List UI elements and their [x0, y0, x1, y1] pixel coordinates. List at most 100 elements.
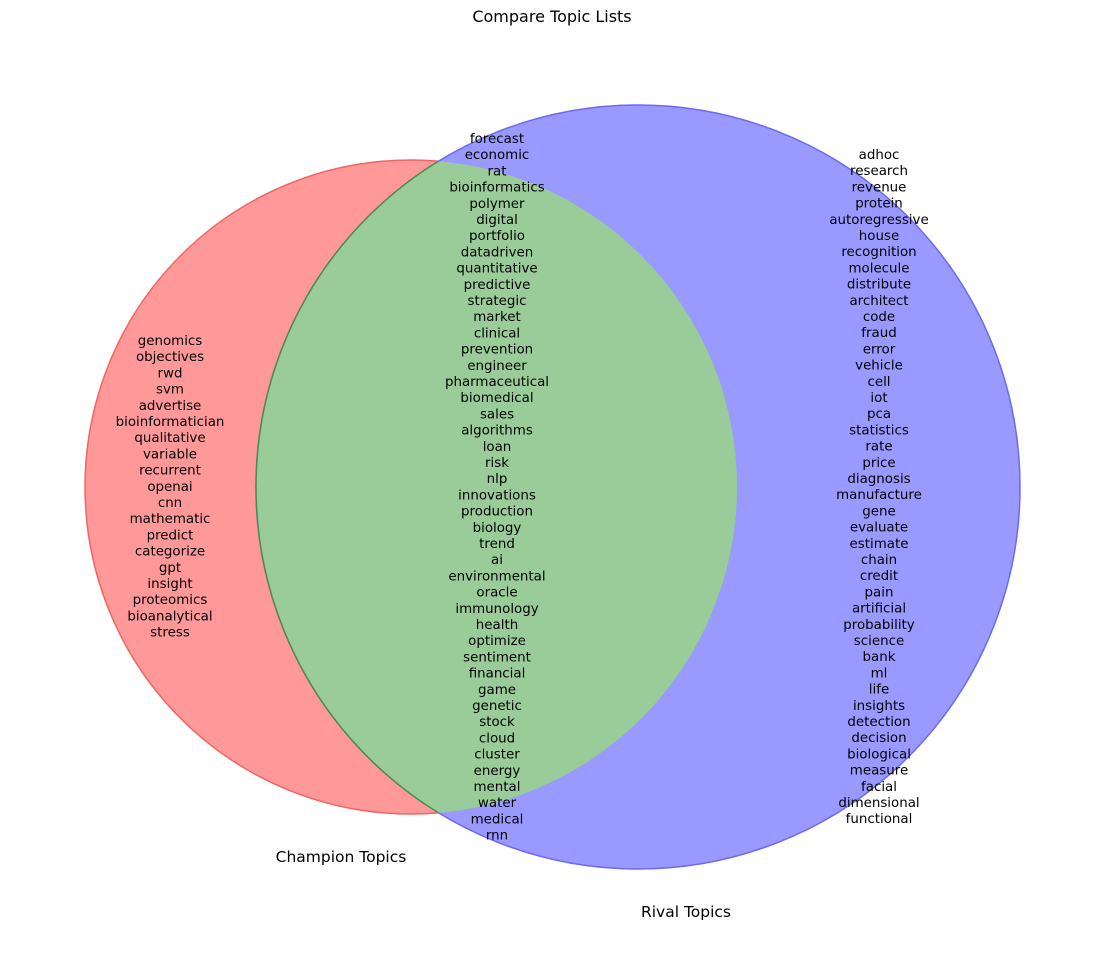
rival-topic-statistics: statistics	[849, 423, 909, 438]
shared-topic-production: production	[461, 505, 533, 520]
shared-topic-portfolio: portfolio	[469, 229, 525, 244]
champion-topic-genomics: genomics	[138, 334, 203, 349]
champion-topic-mathematic: mathematic	[130, 512, 211, 527]
champion-topic-svm: svm	[156, 383, 184, 398]
shared-topic-medical: medical	[471, 812, 524, 827]
champion-topic-proteomics: proteomics	[133, 593, 208, 608]
rival-topic-research: research	[850, 164, 908, 179]
rival-topic-distribute: distribute	[847, 278, 911, 293]
rival-topic-bank: bank	[863, 650, 896, 665]
shared-topic-energy: energy	[474, 764, 521, 779]
rival-topic-life: life	[869, 683, 889, 698]
shared-topic-sentiment: sentiment	[463, 650, 531, 665]
champion-topic-openai: openai	[147, 480, 192, 495]
champion-topic-predict: predict	[147, 528, 194, 543]
rival-topics-label: Rival Topics	[641, 903, 731, 921]
rival-topic-code: code	[863, 310, 895, 325]
rival-topic-manufacture: manufacture	[836, 488, 922, 503]
rival-topic-protein: protein	[855, 197, 903, 212]
champion-topic-bioinformatician: bioinformatician	[116, 415, 225, 430]
shared-topic-loan: loan	[483, 440, 512, 455]
shared-topic-oracle: oracle	[476, 586, 517, 601]
rival-topic-vehicle: vehicle	[855, 359, 903, 374]
shared-topic-prevention: prevention	[461, 343, 533, 358]
shared-topic-health: health	[476, 618, 518, 633]
champion-topic-recurrent: recurrent	[139, 464, 201, 479]
rival-topic-diagnosis: diagnosis	[847, 472, 910, 487]
champion-topic-objectives: objectives	[136, 350, 204, 365]
rival-topic-adhoc: adhoc	[859, 148, 900, 163]
rival-topic-revenue: revenue	[852, 180, 907, 195]
rival-topic-credit: credit	[860, 569, 898, 584]
shared-topic-stock: stock	[479, 715, 515, 730]
shared-topic-predictive: predictive	[464, 278, 531, 293]
shared-topic-risk: risk	[485, 456, 509, 471]
champion-topic-qualitative: qualitative	[134, 431, 205, 446]
shared-topic-sales: sales	[480, 407, 514, 422]
rival-topic-gene: gene	[862, 504, 895, 519]
rival-topic-iot: iot	[870, 391, 887, 406]
shared-topic-game: game	[478, 683, 516, 698]
shared-topic-genetic: genetic	[472, 699, 522, 714]
shared-topic-rat: rat	[488, 164, 507, 179]
champion-topic-advertise: advertise	[139, 399, 202, 414]
shared-topic-datadriven: datadriven	[461, 245, 534, 260]
shared-topic-quantitative: quantitative	[456, 262, 537, 277]
champion-topic-categorize: categorize	[135, 545, 205, 560]
rival-topic-price: price	[862, 456, 895, 471]
champion-topic-bioanalytical: bioanalytical	[127, 609, 212, 624]
rival-topic-science: science	[854, 634, 904, 649]
shared-topic-engineer: engineer	[467, 359, 527, 374]
shared-topic-innovations: innovations	[458, 488, 536, 503]
shared-topic-biology: biology	[473, 521, 522, 536]
rival-topic-artificial: artificial	[852, 602, 906, 617]
shared-topic-forecast: forecast	[470, 132, 524, 147]
champion-topic-cnn: cnn	[158, 496, 182, 511]
rival-topic-house: house	[859, 229, 899, 244]
rival-topic-functional: functional	[846, 812, 913, 827]
rival-topic-chain: chain	[861, 553, 897, 568]
shared-topic-strategic: strategic	[467, 294, 526, 309]
rival-topic-molecule: molecule	[848, 261, 909, 276]
champion-topic-stress: stress	[150, 626, 190, 641]
rival-topic-evaluate: evaluate	[850, 521, 908, 536]
shared-topic-water: water	[478, 796, 517, 811]
shared-topic-rnn: rnn	[486, 829, 508, 844]
shared-topic-pharmaceutical: pharmaceutical	[445, 375, 549, 390]
rival-topic-autoregressive: autoregressive	[829, 213, 928, 228]
shared-topic-bioinformatics: bioinformatics	[449, 181, 544, 196]
rival-topic-estimate: estimate	[850, 537, 909, 552]
champion-topic-variable: variable	[143, 447, 197, 462]
shared-topic-cloud: cloud	[479, 731, 515, 746]
rival-topic-recognition: recognition	[841, 245, 916, 260]
champion-topic-insight: insight	[147, 577, 192, 592]
rival-topic-ml: ml	[871, 666, 888, 681]
rival-topic-architect: architect	[849, 294, 908, 309]
shared-topic-optimize: optimize	[468, 634, 526, 649]
rival-topic-facial: facial	[861, 780, 897, 795]
rival-topic-probability: probability	[843, 618, 915, 633]
shared-topic-financial: financial	[469, 667, 526, 682]
shared-topic-biomedical: biomedical	[460, 391, 533, 406]
diagram-title: Compare Topic Lists	[472, 7, 631, 26]
rival-topic-cell: cell	[867, 375, 890, 390]
shared-topic-clinical: clinical	[474, 326, 520, 341]
rival-topic-detection: detection	[847, 715, 910, 730]
shared-topic-immunology: immunology	[455, 602, 538, 617]
shared-topic-digital: digital	[476, 213, 518, 228]
rival-topic-decision: decision	[851, 731, 906, 746]
rival-topic-pca: pca	[867, 407, 891, 422]
shared-topic-trend: trend	[479, 537, 515, 552]
shared-topic-polymer: polymer	[469, 197, 525, 212]
rival-topic-insights: insights	[853, 699, 905, 714]
champion-topic-rwd: rwd	[158, 366, 183, 381]
shared-topic-ai: ai	[491, 553, 503, 568]
rival-topic-pain: pain	[865, 585, 894, 600]
shared-topic-algorithms: algorithms	[461, 424, 533, 439]
rival-topic-biological: biological	[847, 747, 911, 762]
shared-topic-cluster: cluster	[474, 748, 520, 763]
rival-topic-error: error	[863, 342, 896, 357]
